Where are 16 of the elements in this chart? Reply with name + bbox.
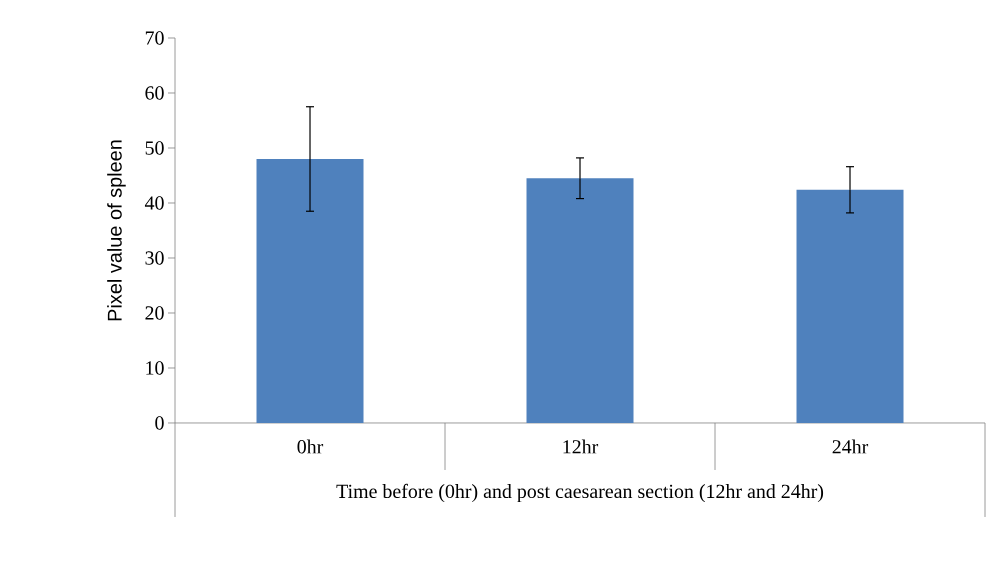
- x-tick-label: 24hr: [832, 439, 869, 454]
- y-tick-label: 40: [144, 196, 164, 210]
- y-tick-label: 30: [145, 251, 164, 265]
- y-tick-label: 70: [145, 31, 164, 45]
- y-tick-label: 20: [145, 306, 164, 320]
- y-tick-label: 60: [145, 86, 164, 100]
- y-axis-title: Pixel value of spleen: [107, 140, 126, 321]
- y-tick-label: 50: [145, 141, 164, 155]
- x-axis-title: Time before (0hr) and post caesarean section (12hr and 24hr): [336, 483, 824, 503]
- x-tick-label: 12hr: [563, 439, 599, 454]
- bar: [796, 189, 904, 423]
- bar: [256, 158, 364, 423]
- y-tick-label: 0: [155, 416, 164, 430]
- x-tick-label: 0hr: [297, 439, 324, 454]
- y-tick-label: 10: [146, 361, 164, 375]
- bar: [526, 178, 634, 423]
